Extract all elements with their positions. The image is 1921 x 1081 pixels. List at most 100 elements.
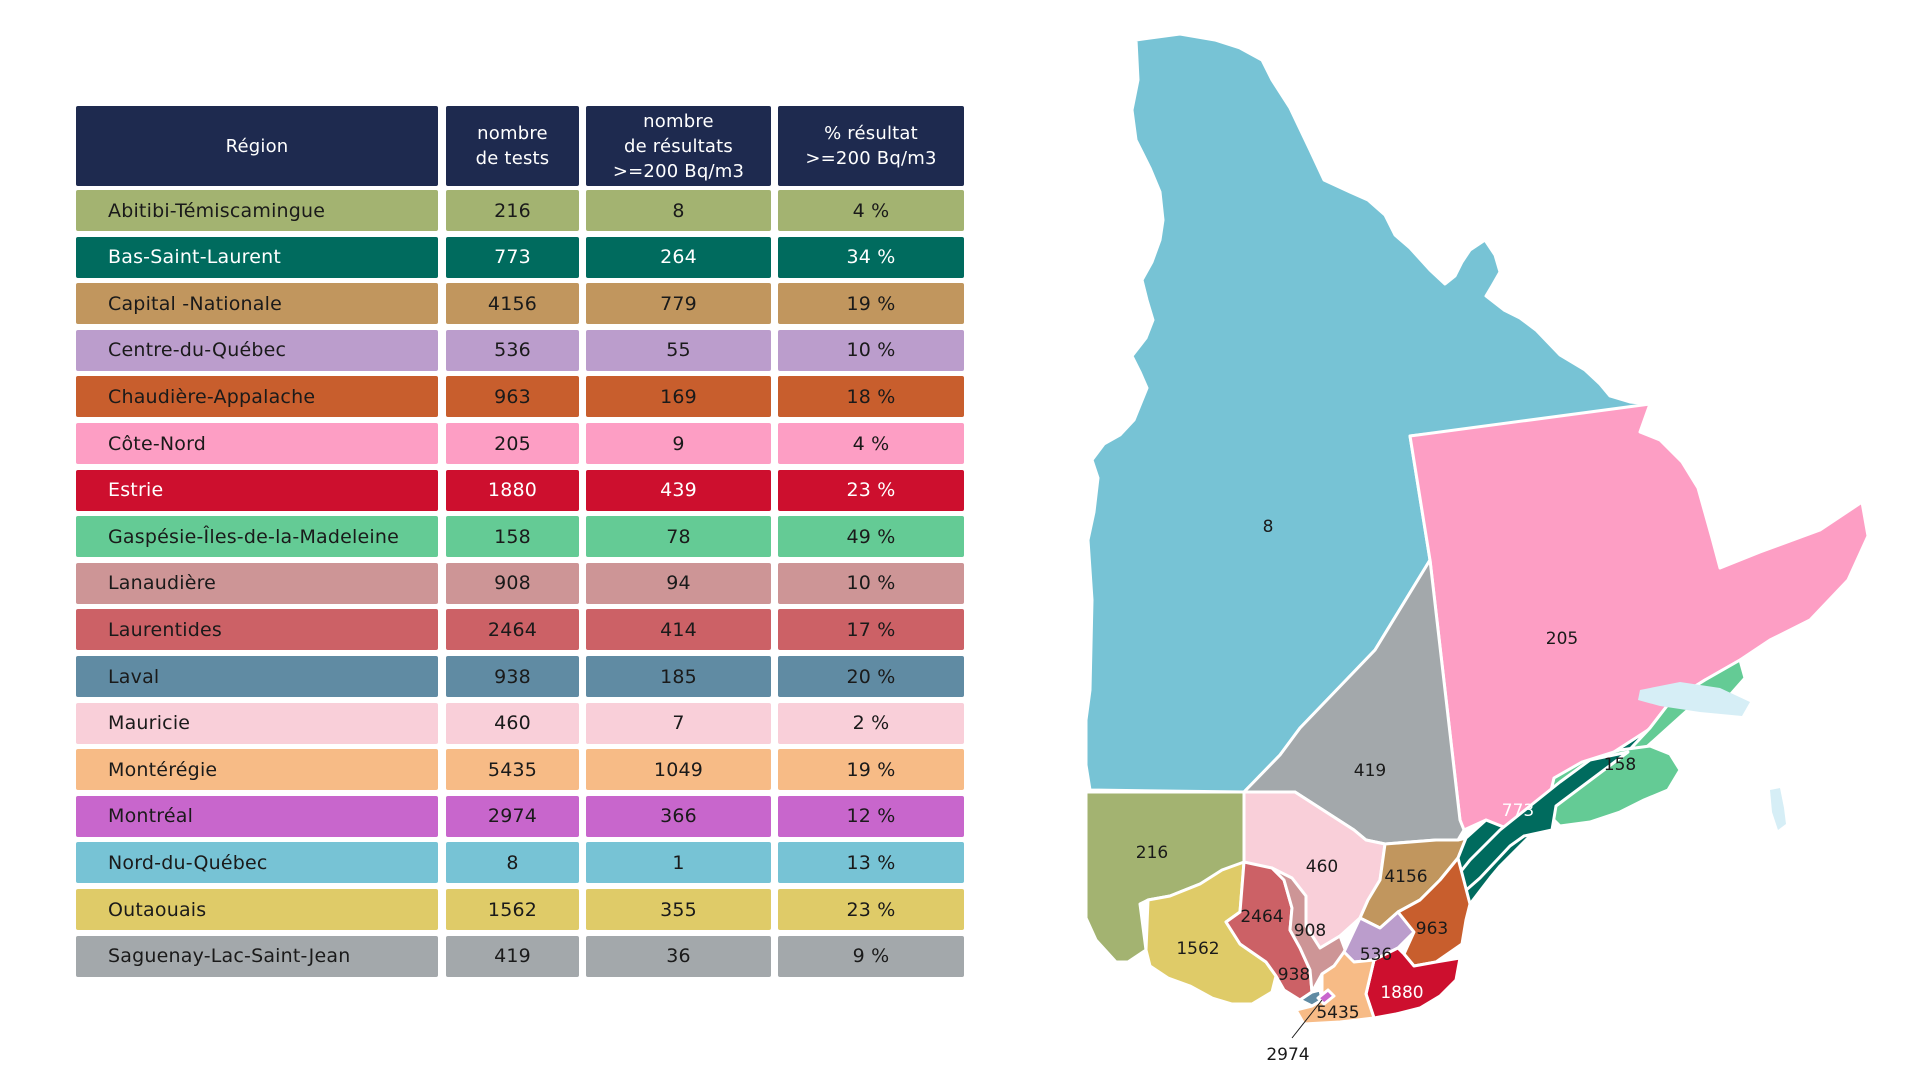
cell-percent: 9 %: [778, 935, 964, 977]
header-results-line-1: nombre: [643, 110, 714, 132]
cell-region: Chaudière-Appalache: [76, 376, 438, 418]
header-region-label: Région: [225, 135, 289, 157]
cell-tests: 8: [446, 842, 579, 884]
cell-tests: 216: [446, 190, 579, 231]
cell-results: 36: [586, 935, 771, 977]
cell-results: 439: [586, 469, 771, 511]
cell-results: 779: [586, 283, 771, 325]
map-label-laval: 938: [1278, 965, 1310, 985]
map-label-laurentides: 2464: [1240, 907, 1283, 927]
cell-tests: 2464: [446, 609, 579, 651]
cell-percent: 13 %: [778, 842, 964, 884]
cell-percent: 10 %: [778, 329, 964, 371]
cell-region: Lanaudière: [76, 562, 438, 604]
cell-percent: 49 %: [778, 516, 964, 558]
cell-percent: 4 %: [778, 423, 964, 464]
map-region-monteregie: [1294, 950, 1376, 1026]
cell-percent: 10 %: [778, 562, 964, 604]
cell-results: 9: [586, 423, 771, 464]
cell-percent: 17 %: [778, 609, 964, 651]
cell-percent: 2 %: [778, 702, 964, 744]
header-tests-line-1: nombre: [477, 123, 548, 144]
header-percent-line-2: >=200 Bq/m3: [805, 148, 937, 169]
header-results: nombre de résultats >=200 Bq/m3: [586, 106, 771, 186]
map-label-montreal: 2974: [1266, 1045, 1309, 1065]
cell-tests: 158: [446, 516, 579, 558]
cell-region: Estrie: [76, 469, 438, 511]
cell-results: 1: [586, 842, 771, 884]
map-label-chaudiere: 963: [1416, 919, 1448, 939]
map-region-bas-st-laurent-coast: [1444, 750, 1630, 894]
cell-region: Mauricie: [76, 702, 438, 744]
cell-region: Capital -Nationale: [76, 283, 438, 325]
cell-percent: 20 %: [778, 656, 964, 697]
cell-tests: 1562: [446, 889, 579, 930]
cell-results: 55: [586, 329, 771, 371]
cell-results: 1049: [586, 749, 771, 791]
header-percent: % résultat >=200 Bq/m3: [778, 106, 964, 186]
map-label-gaspesie: 158: [1604, 755, 1636, 775]
cell-results: 8: [586, 190, 771, 231]
cell-region: Nord-du-Québec: [76, 842, 438, 884]
cell-tests: 908: [446, 562, 579, 604]
cell-percent: 12 %: [778, 795, 964, 837]
cell-tests: 2974: [446, 795, 579, 837]
header-percent-line-1: % résultat: [824, 123, 918, 144]
cell-results: 414: [586, 609, 771, 651]
cell-region: Montérégie: [76, 749, 438, 791]
cell-region: Centre-du-Québec: [76, 329, 438, 371]
map-label-lanaudiere: 908: [1294, 921, 1326, 941]
cell-percent: 23 %: [778, 889, 964, 930]
map-label-saguenay: 419: [1354, 761, 1386, 781]
cell-region: Abitibi-Témiscamingue: [76, 190, 438, 231]
map-label-monteregie: 5435: [1316, 1003, 1359, 1023]
magdalen-islands: [1770, 788, 1786, 830]
map-label-capitale: 4156: [1384, 867, 1427, 887]
map-region-chaudiere: [1396, 856, 1472, 968]
cell-percent: 19 %: [778, 283, 964, 325]
anticosti-island: [1638, 682, 1750, 716]
map-label-nord: 8: [1263, 517, 1274, 537]
cell-results: 366: [586, 795, 771, 837]
montreal-leader-line: [1291, 999, 1323, 1039]
cell-tests: 4156: [446, 283, 579, 325]
cell-tests: 536: [446, 329, 579, 371]
header-tests: nombre de tests: [446, 106, 579, 186]
cell-region: Outaouais: [76, 889, 438, 930]
map-label-estrie: 1880: [1380, 983, 1423, 1003]
cell-region: Montréal: [76, 795, 438, 837]
cell-percent: 23 %: [778, 469, 964, 511]
cell-tests: 5435: [446, 749, 579, 791]
cell-tests: 460: [446, 702, 579, 744]
cell-tests: 773: [446, 236, 579, 278]
cell-region: Laurentides: [76, 609, 438, 651]
cell-percent: 18 %: [778, 376, 964, 418]
cell-percent: 34 %: [778, 236, 964, 278]
cell-region: Gaspésie-Îles-de-la-Madeleine: [76, 516, 438, 558]
cell-tests: 963: [446, 376, 579, 418]
cell-percent: 19 %: [778, 749, 964, 791]
cell-tests: 938: [446, 656, 579, 697]
cell-results: 94: [586, 562, 771, 604]
map-label-cote-nord: 205: [1546, 629, 1578, 649]
cell-percent: 4 %: [778, 190, 964, 231]
cell-tests: 419: [446, 935, 579, 977]
cell-tests: 205: [446, 423, 579, 464]
map-label-abitibi: 216: [1136, 843, 1168, 863]
cell-results: 7: [586, 702, 771, 744]
header-results-line-2: de résultats: [623, 135, 733, 157]
cell-region: Laval: [76, 656, 438, 697]
header-tests-line-2: de tests: [475, 148, 550, 169]
map-label-bas-st-laurent: 773: [1502, 801, 1534, 821]
cell-results: 264: [586, 236, 771, 278]
cell-region: Côte-Nord: [76, 423, 438, 464]
cell-results: 185: [586, 656, 771, 697]
cell-region: Saguenay-Lac-Saint-Jean: [76, 935, 438, 977]
map-label-outaouais: 1562: [1176, 939, 1219, 959]
cell-results: 78: [586, 516, 771, 558]
map-label-centre: 536: [1360, 945, 1392, 965]
cell-region: Bas-Saint-Laurent: [76, 236, 438, 278]
cell-results: 355: [586, 889, 771, 930]
header-region: Région: [76, 106, 438, 186]
